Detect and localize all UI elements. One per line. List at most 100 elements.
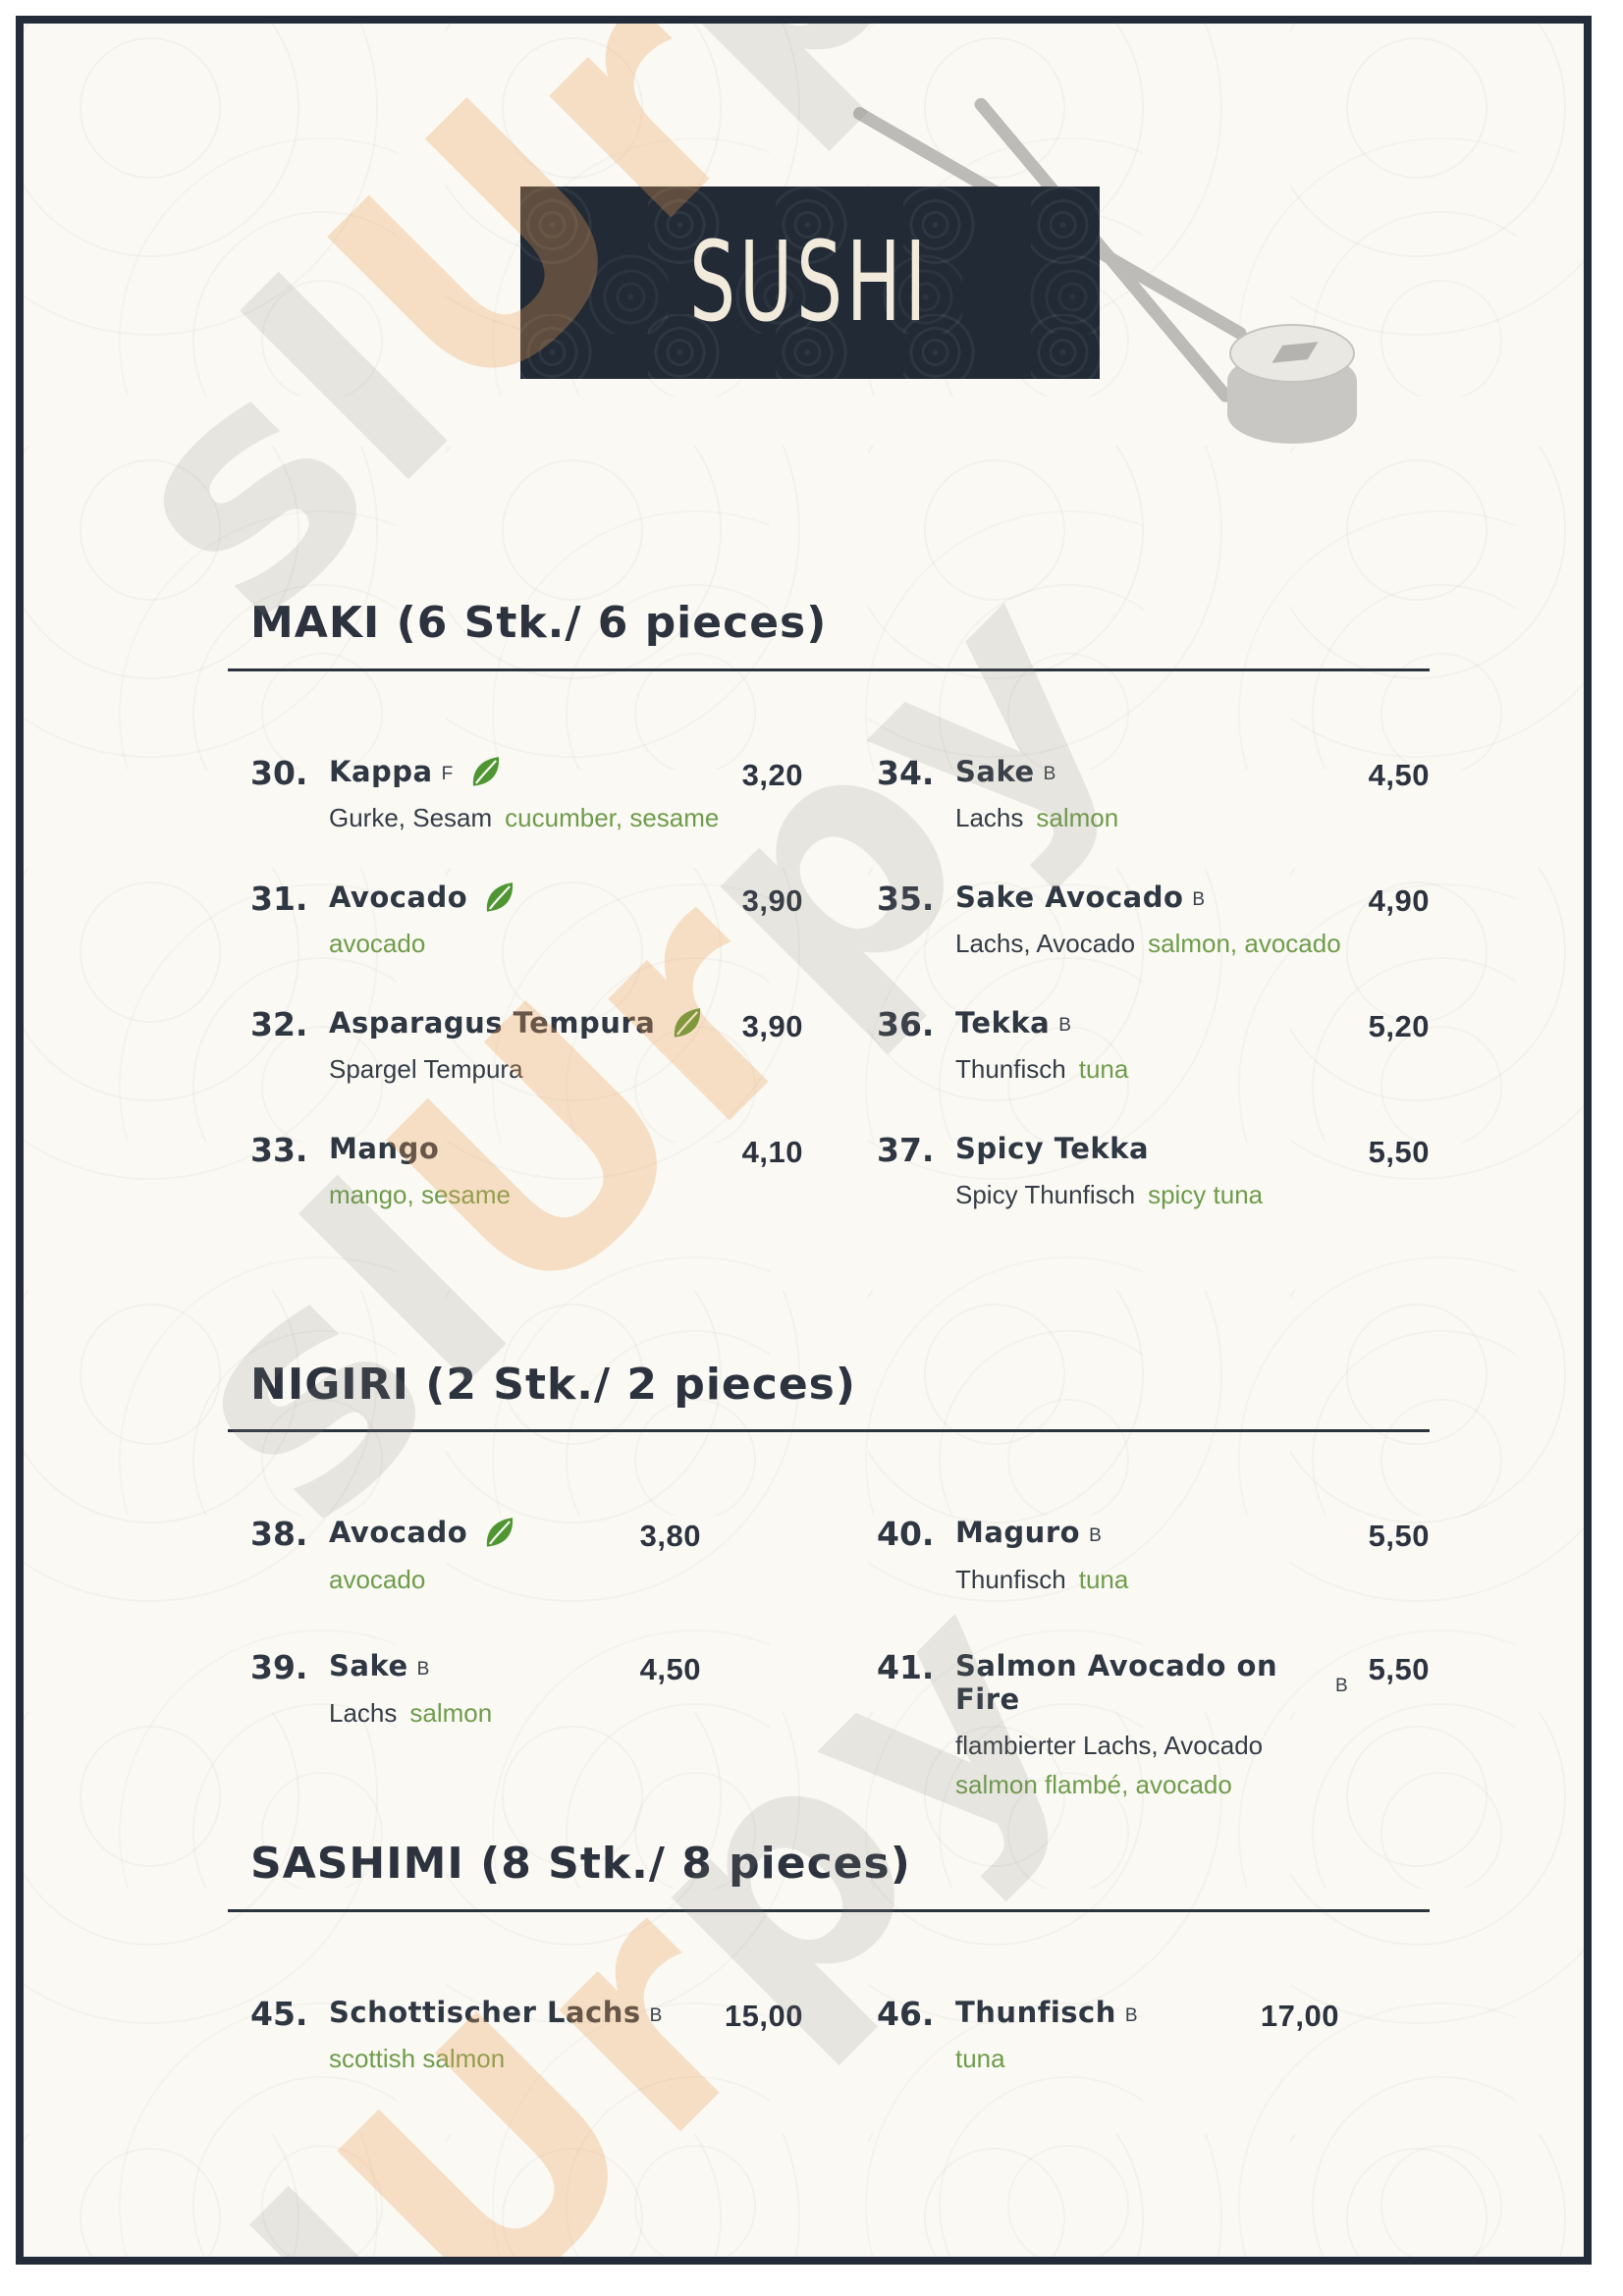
menu-item-38: 38. Avocado avocado 3,80: [250, 1515, 803, 1650]
item-description: Lachs, Avocado salmon, avocado: [955, 928, 1341, 958]
item-name: Asparagus Tempura: [329, 1005, 656, 1040]
column-right: 34. Sake B Lachs salmon 4,50: [877, 753, 1430, 1258]
sushi-title-banner: SUSHI: [520, 187, 1100, 379]
allergen-marker: B: [416, 1658, 431, 1680]
vegetarian-leaf-icon: [675, 1007, 701, 1038]
menu-item-33: 33. Mango mango, sesame 4,10: [250, 1130, 803, 1258]
column-left: 38. Avocado avocado 3,80: [250, 1515, 803, 1800]
item-number: 39.: [250, 1648, 308, 1687]
item-name: Sake: [329, 1649, 408, 1683]
item-name: Salmon Avocado on Fire: [955, 1649, 1278, 1716]
item-description: Thunfisch tuna: [955, 1564, 1129, 1594]
item-number: 33.: [250, 1130, 308, 1169]
item-description: flambierter Lachs, Avocado salmon flambé…: [955, 1730, 1264, 1800]
item-name: Maguro: [955, 1516, 1081, 1550]
allergen-marker: B: [1043, 764, 1057, 785]
item-description: Thunfisch tuna: [955, 1053, 1129, 1084]
section-sashimi: SASHIMI (8 Stk./ 8 pieces) 45. Schottisc…: [228, 1840, 1430, 2122]
menu-content: MAKI (6 Stk./ 6 pieces) 30. Kappa F: [228, 24, 1430, 2122]
item-name: Sake Avocado: [955, 880, 1184, 914]
allergen-marker: B: [1058, 1015, 1072, 1037]
item-name: Spicy Tekka: [955, 1131, 1150, 1165]
item-name: Thunfisch: [955, 1995, 1116, 2029]
item-price: 5,20: [1368, 1008, 1430, 1043]
menu-item-46: 46. Thunfisch B tuna 17,00: [877, 1994, 1430, 2122]
section-divider: [228, 667, 1430, 671]
item-number: 34.: [877, 753, 935, 792]
sushi-roll-icon: [1227, 324, 1357, 444]
menu-item-41: 41. Salmon Avocado on Fire B flambierter…: [877, 1649, 1430, 1800]
item-number: 37.: [877, 1130, 935, 1169]
section-heading: SASHIMI (8 Stk./ 8 pieces): [250, 1839, 911, 1890]
section-heading: MAKI (6 Stk./ 6 pieces): [250, 598, 828, 648]
item-price: 4,50: [1368, 757, 1430, 792]
allergen-marker: B: [1089, 1524, 1103, 1546]
menu-item-31: 31. Avocado avocado 3,90: [250, 881, 803, 1007]
item-price: 5,50: [1368, 1134, 1430, 1169]
item-number: 30.: [250, 753, 308, 792]
column-left: 30. Kappa F Gurke, Sesam cucumber, sesam…: [250, 753, 803, 1258]
column-left: 45. Schottischer Lachs B scottish salmon: [250, 1994, 803, 2122]
item-description: Spargel Tempura: [329, 1053, 523, 1084]
section-divider: [228, 1908, 1430, 1912]
item-description: tuna: [955, 2044, 1005, 2074]
menu-item-40: 40. Maguro B Thunfisch tuna 5,50: [877, 1515, 1430, 1650]
menu-item-37: 37. Spicy Tekka Spicy Thunfisch spicy tu…: [877, 1130, 1430, 1258]
item-number: 36.: [877, 1004, 935, 1043]
item-number: 32.: [250, 1004, 308, 1043]
item-price: 3,20: [741, 757, 803, 792]
menu-item-45: 45. Schottischer Lachs B scottish salmon: [250, 1994, 803, 2122]
item-description: Spicy Thunfisch spicy tuna: [955, 1179, 1264, 1209]
item-name: Tekka: [955, 1005, 1051, 1040]
vegetarian-leaf-icon: [473, 756, 500, 786]
allergen-marker: B: [649, 2004, 664, 2026]
allergen-marker: B: [1192, 889, 1207, 911]
item-price: 4,10: [741, 1134, 803, 1169]
item-price: 3,90: [741, 882, 803, 918]
item-description: Lachs salmon: [955, 802, 1119, 832]
item-price: 15,00: [724, 1998, 803, 2033]
item-name: Avocado: [329, 880, 468, 914]
item-number: 35.: [877, 879, 935, 918]
vegetarian-leaf-icon: [487, 1518, 514, 1547]
allergen-marker: B: [1124, 2004, 1139, 2026]
item-price: 4,50: [639, 1652, 701, 1687]
item-price: 5,50: [1368, 1519, 1430, 1554]
allergen-marker: B: [1334, 1675, 1349, 1696]
section-divider: [228, 1429, 1430, 1433]
item-description: Gurke, Sesam cucumber, sesame: [329, 802, 720, 832]
item-description: scottish salmon: [329, 2044, 506, 2074]
allergen-marker: F: [441, 764, 455, 785]
item-description: avocado: [329, 1564, 426, 1594]
menu-item-36: 36. Tekka B Thunfisch tuna 5,20: [877, 1004, 1430, 1133]
item-description: Lachs salmon: [329, 1697, 493, 1728]
menu-item-35: 35. Sake Avocado B Lachs, Avocado salmon…: [877, 881, 1430, 1007]
menu-item-34: 34. Sake B Lachs salmon 4,50: [877, 753, 1430, 881]
column-right: 40. Maguro B Thunfisch tuna 5,50: [877, 1515, 1430, 1800]
page-title: SUSHI: [689, 219, 931, 347]
item-price: 5,50: [1368, 1652, 1430, 1687]
item-price: 3,80: [639, 1519, 701, 1554]
section-maki: MAKI (6 Stk./ 6 pieces) 30. Kappa F: [228, 598, 1430, 1258]
menu-item-30: 30. Kappa F Gurke, Sesam cucumber, sesam…: [250, 753, 803, 881]
item-number: 38.: [250, 1515, 308, 1554]
item-name: Avocado: [329, 1516, 468, 1550]
item-number: 31.: [250, 879, 308, 918]
vegetarian-leaf-icon: [487, 881, 514, 912]
section-heading: NIGIRI (2 Stk./ 2 pieces): [250, 1359, 856, 1410]
item-name: Kappa: [329, 754, 433, 788]
item-number: 46.: [877, 1994, 935, 2033]
item-number: 45.: [250, 1994, 308, 2033]
item-name: Mango: [329, 1131, 440, 1165]
item-number: 40.: [877, 1515, 935, 1554]
item-price: 4,90: [1368, 882, 1430, 918]
menu-item-32: 32. Asparagus Tempura Spargel Tempura: [250, 1004, 803, 1133]
item-name: Schottischer Lachs: [329, 1995, 641, 2029]
item-price: 3,90: [741, 1008, 803, 1043]
menu-item-39: 39. Sake B Lachs salmon 4,50: [250, 1648, 803, 1784]
item-name: Sake: [955, 754, 1035, 788]
menu-page: slUrpy slUrpy slUrpy SUSHI MAKI (6 Stk./…: [16, 16, 1592, 2265]
column-right: 46. Thunfisch B tuna 17,00: [877, 1994, 1430, 2122]
item-price: 17,00: [1260, 1998, 1339, 2033]
item-description: avocado: [329, 928, 426, 958]
